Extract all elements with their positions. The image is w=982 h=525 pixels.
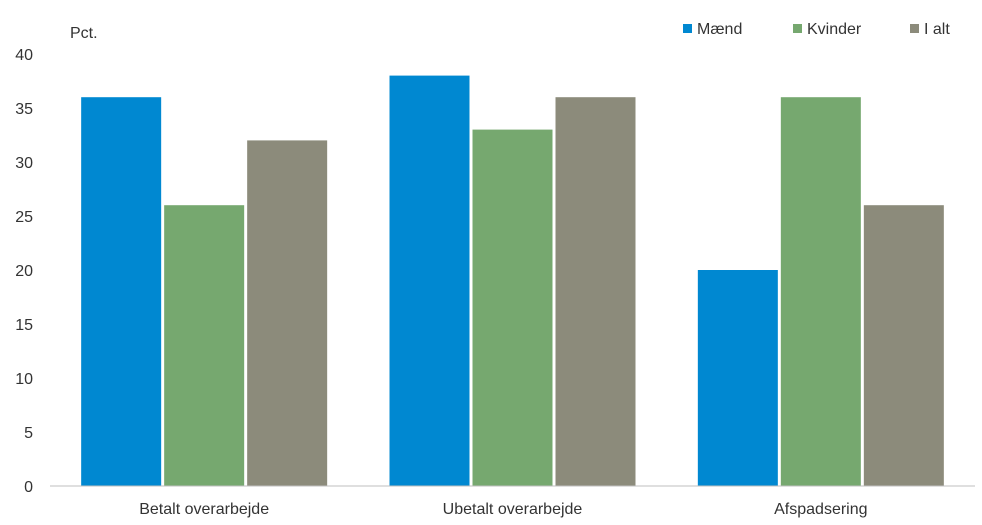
legend: Mænd Kvinder I alt [683,21,950,38]
legend-swatch [683,24,692,33]
bar-0-0 [81,97,162,486]
legend-swatch [910,24,919,33]
bar-0-2 [247,140,328,486]
bar-1-2 [555,97,636,486]
bar-0-1 [164,205,245,486]
bars [81,75,944,486]
legend-label: I alt [924,21,950,38]
bar-1-0 [389,75,470,486]
bar-2-2 [863,205,944,486]
y-axis: 0 5 10 15 20 25 30 35 40 [15,47,33,496]
legend-label: Mænd [697,21,742,38]
y-tick-label: 5 [24,425,33,442]
y-tick-label: 35 [15,101,33,118]
bar-2-1 [780,97,861,486]
y-tick-label: 0 [24,479,33,496]
legend-label: Kvinder [807,21,862,38]
y-tick-label: 40 [15,47,33,64]
y-tick-label: 30 [15,155,33,172]
legend-swatch [793,24,802,33]
y-tick-label: 25 [15,209,33,226]
x-category-label: Afspadsering [774,501,867,518]
y-tick-label: 10 [15,371,33,388]
bar-2-0 [697,270,778,486]
y-axis-label: Pct. [70,25,98,42]
x-category-label: Ubetalt overarbejde [443,501,583,518]
x-category-label: Betalt overarbejde [139,501,269,518]
bar-1-1 [472,129,553,486]
y-tick-label: 15 [15,317,33,334]
y-tick-label: 20 [15,263,33,280]
x-axis: Betalt overarbejde Ubetalt overarbejde Afs… [139,501,867,518]
